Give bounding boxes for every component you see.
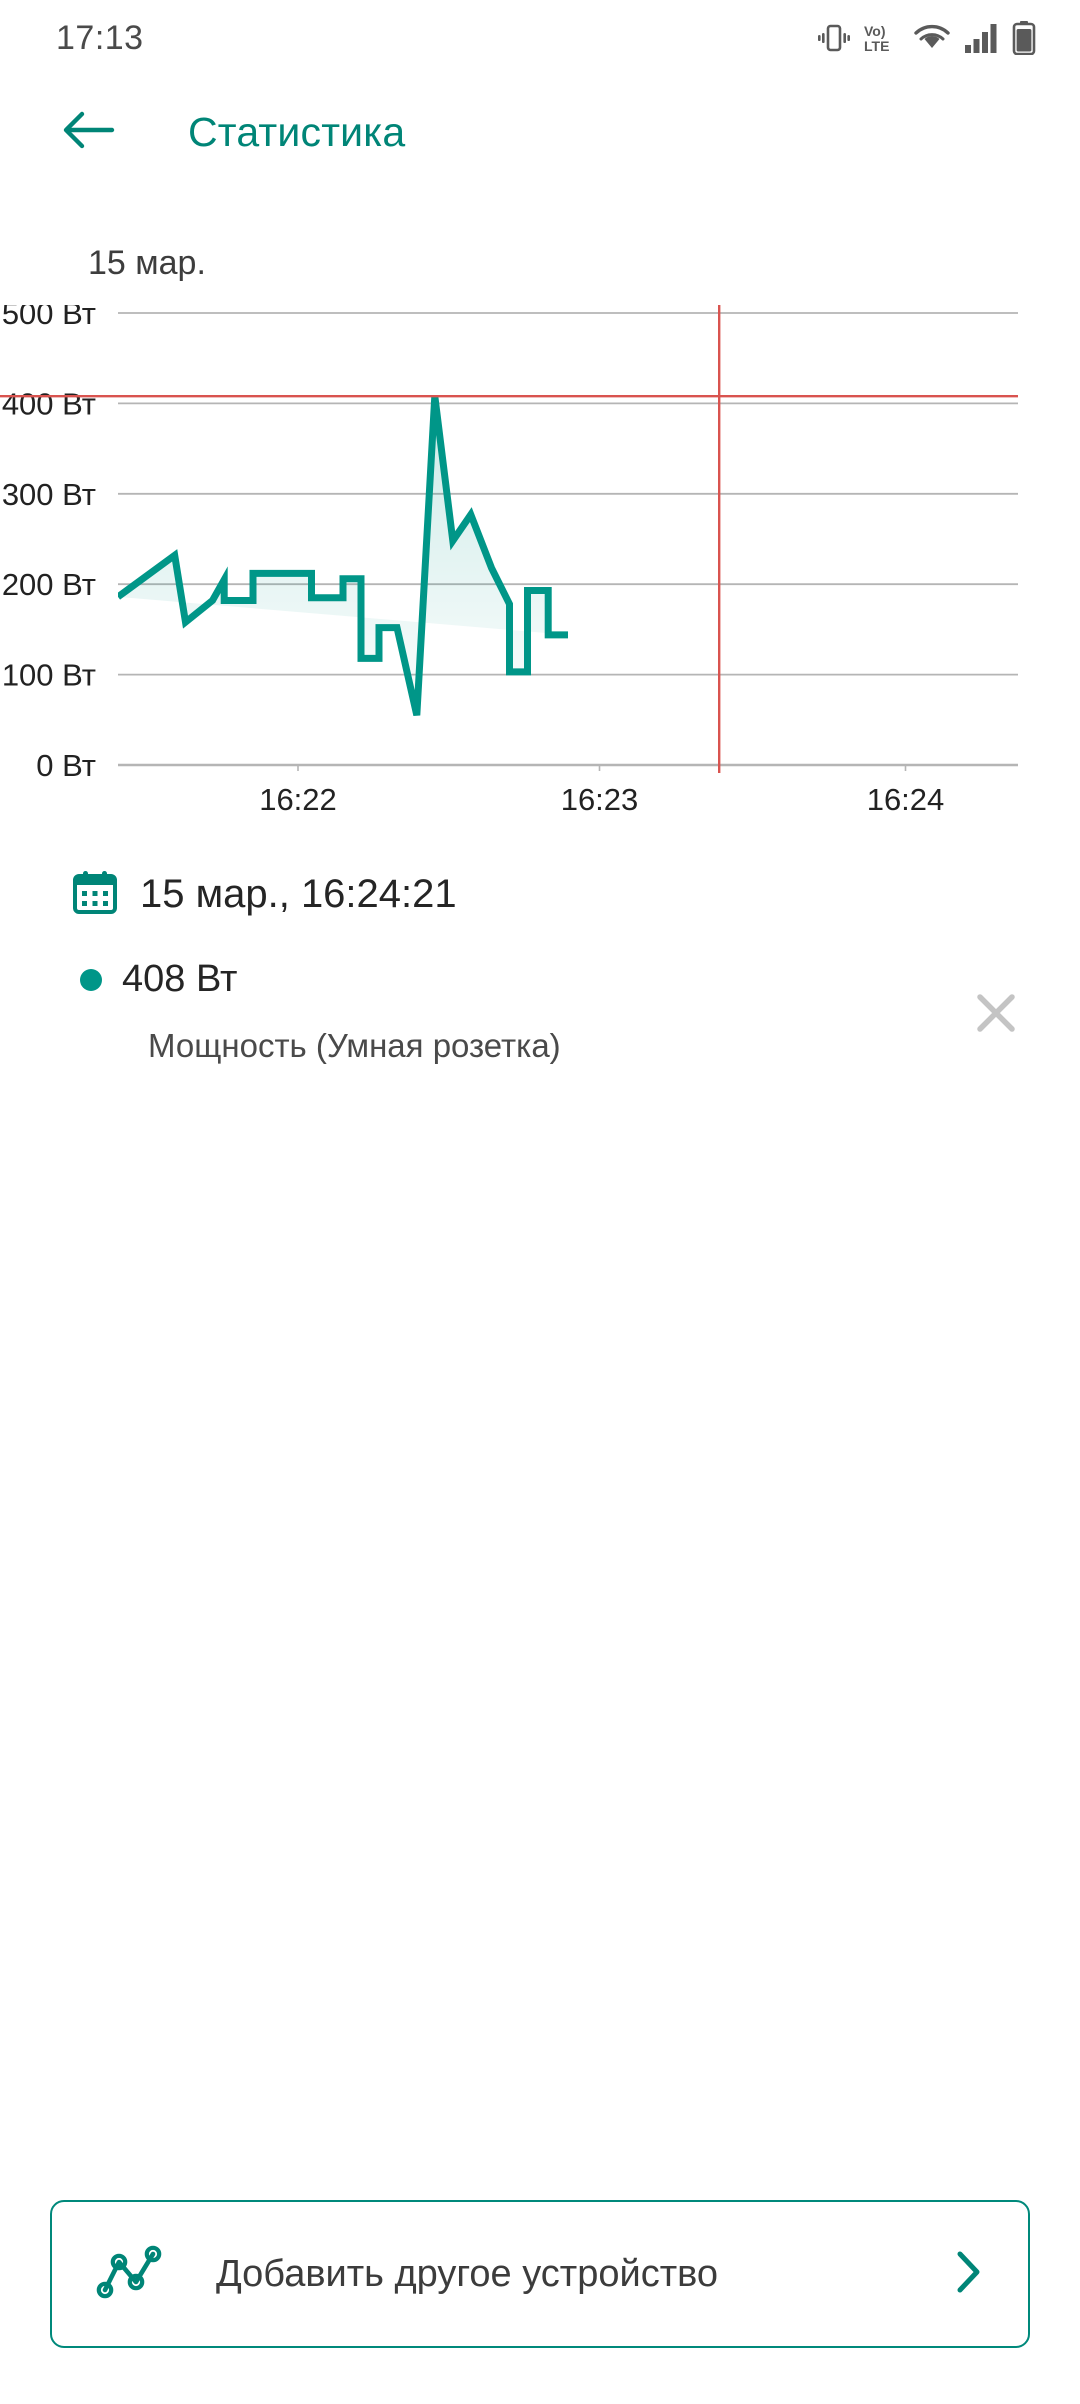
svg-text:Vo): Vo)	[864, 23, 886, 39]
y-axis-tick-label: 400 Вт	[2, 386, 96, 421]
line-chart-icon	[96, 2240, 166, 2309]
chevron-right-icon	[946, 2244, 990, 2305]
y-axis-tick-label: 200 Вт	[2, 567, 96, 602]
chart-y-axis-labels: 0 Вт 100 Вт 200 Вт 300 Вт 400 Вт 500 Вт	[2, 305, 96, 783]
calendar-icon	[72, 869, 118, 920]
chart-x-axis-labels: 16:22 16:23 16:24	[259, 765, 944, 817]
volte-icon: Vo) LTE	[864, 21, 900, 55]
bottom-action-area: Добавить другое устройство	[0, 2200, 1080, 2348]
y-axis-tick-label: 100 Вт	[2, 658, 96, 693]
power-chart[interactable]: 0 Вт 100 Вт 200 Вт 300 Вт 400 Вт 500 Вт 16:22…	[0, 305, 1080, 825]
back-button[interactable]	[56, 100, 120, 164]
detail-value: 408 Вт	[122, 958, 238, 1000]
status-bar: 17:13 Vo) LTE	[0, 0, 1080, 76]
close-icon	[964, 994, 1028, 1049]
chart-date-label: 15 мар.	[88, 244, 206, 282]
series-color-dot	[80, 968, 102, 991]
detail-datetime-row: 15 мар., 16:24:21	[72, 869, 1024, 920]
chart-gridlines	[118, 312, 1018, 767]
add-other-device-button[interactable]: Добавить другое устройство	[50, 2200, 1030, 2348]
chart-canvas[interactable]: 0 Вт 100 Вт 200 Вт 300 Вт 400 Вт 500 Вт 16:22…	[0, 305, 1080, 825]
close-detail-button[interactable]	[964, 981, 1028, 1045]
y-axis-tick-label: 500 Вт	[2, 305, 96, 331]
back-arrow-icon	[60, 108, 116, 157]
wifi-icon	[914, 22, 950, 54]
page-title: Статистика	[188, 108, 406, 155]
detail-value-row: 408 Вт	[80, 958, 1024, 1001]
signal-icon	[964, 22, 998, 54]
x-axis-tick-label: 16:23	[561, 782, 639, 817]
x-axis-tick-label: 16:24	[867, 782, 945, 817]
y-axis-tick-label: 300 Вт	[2, 477, 96, 512]
svg-text:LTE: LTE	[864, 38, 889, 54]
detail-datetime: 15 мар., 16:24:21	[140, 872, 457, 916]
vibrate-icon	[818, 21, 850, 55]
add-other-device-label: Добавить другое устройство	[216, 2252, 718, 2295]
status-bar-icons: Vo) LTE	[818, 21, 1036, 55]
battery-icon	[1012, 21, 1036, 55]
y-axis-tick-label: 0 Вт	[36, 748, 96, 783]
chart-line	[118, 395, 568, 717]
selected-point-detail: 15 мар., 16:24:21 408 Вт Мощность (Умная…	[0, 869, 1080, 1065]
app-bar: Статистика	[0, 76, 1080, 188]
detail-series-name: Мощность (Умная розетка)	[148, 1027, 561, 1064]
chart-area-fill	[118, 396, 568, 716]
status-bar-clock: 17:13	[56, 18, 144, 57]
x-axis-tick-label: 16:22	[259, 782, 337, 817]
